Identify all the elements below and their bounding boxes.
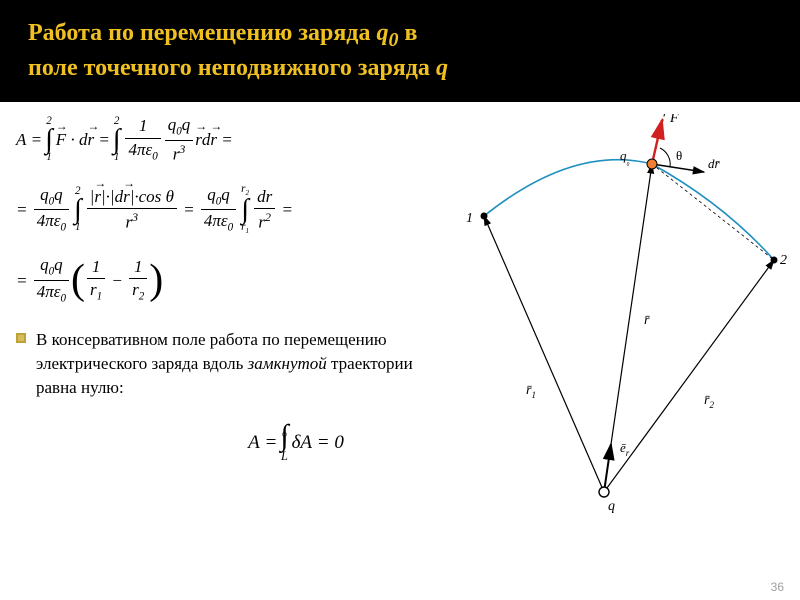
- label-theta: θ: [676, 148, 682, 163]
- label-2: 2: [780, 253, 787, 268]
- title-q: q: [436, 55, 448, 81]
- label-q0: q₀: [620, 148, 630, 166]
- right-column: F̄ q₀ θ dr̄ 1 2 r̄ r̄1 r̄2 ēr q: [444, 114, 794, 519]
- title-text: Работа по перемещению заряда: [28, 20, 376, 46]
- label-q: q: [608, 499, 615, 514]
- label-1: 1: [466, 211, 473, 226]
- bullet-paragraph: В консервативном поле работа по перемеще…: [16, 324, 436, 399]
- equation-3: = q0q4πε0 ( 1r1 − 1r2 ): [16, 254, 436, 306]
- equation-1: A = 2∫1 F · dr = 2∫1 14πε0 q0qr3 rdr =: [16, 114, 436, 166]
- label-er: ēr: [620, 440, 630, 458]
- title-line-2: поле точечного неподвижного заряда q: [28, 53, 772, 84]
- vector-diagram: F̄ q₀ θ dr̄ 1 2 r̄ r̄1 r̄2 ēr q: [444, 114, 794, 514]
- label-dr: dr̄: [708, 156, 721, 171]
- label-r2: r̄2: [704, 393, 714, 410]
- title-text: в: [398, 20, 417, 46]
- title-text: поле точечного неподвижного заряда: [28, 55, 436, 81]
- bullet-icon: [16, 333, 26, 343]
- page-number: 36: [771, 580, 784, 594]
- slide-title: Работа по перемещению заряда q0 в поле т…: [0, 0, 800, 102]
- equation-closed: A = ∫L δA = 0: [16, 422, 436, 464]
- equation-2: = q0q4πε0 2∫1 |r|·|dr|·cos θ r3 = q0q4πε…: [16, 184, 436, 236]
- content-area: A = 2∫1 F · dr = 2∫1 14πε0 q0qr3 rdr = =…: [0, 102, 800, 527]
- left-column: A = 2∫1 F · dr = 2∫1 14πε0 q0qr3 rdr = =…: [16, 114, 436, 519]
- body-text: В консервативном поле работа по перемеще…: [36, 328, 436, 399]
- label-r1: r̄1: [526, 383, 536, 400]
- label-F: F̄: [669, 114, 679, 126]
- title-q0: q0: [376, 20, 398, 46]
- label-r: r̄: [644, 313, 650, 328]
- title-line-1: Работа по перемещению заряда q0 в: [28, 18, 772, 53]
